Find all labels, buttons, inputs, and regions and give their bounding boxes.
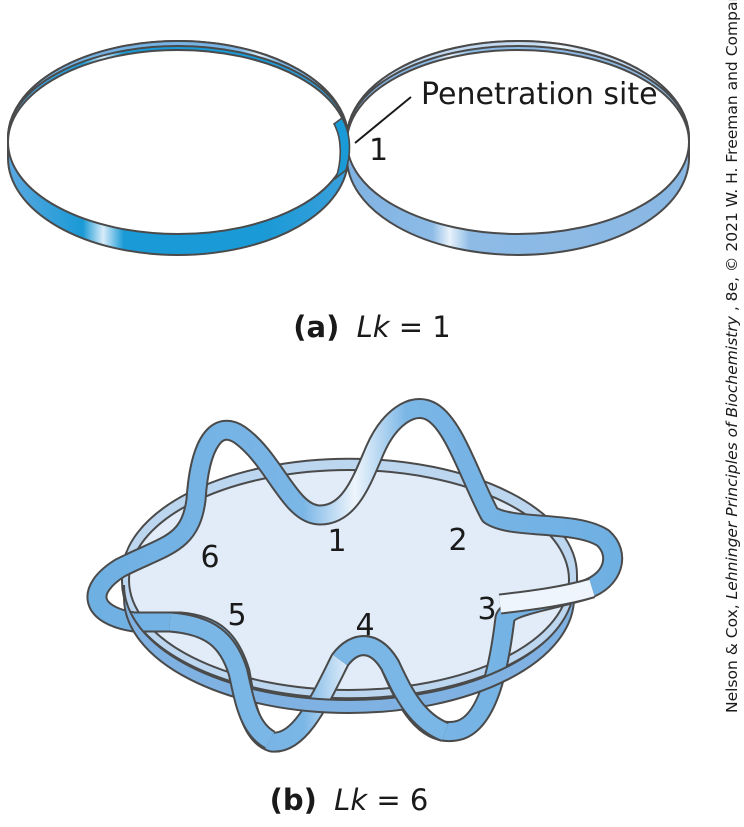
- penetration-leader-line: [354, 96, 412, 144]
- crossing-number-4: 4: [355, 608, 374, 643]
- panel-b: 1 2 3 4 5 6 (b) Lk = 6: [86, 398, 624, 817]
- caption-a-variable: Lk: [357, 310, 391, 344]
- credit-book-title: Lehninger Principles of Biochemistry: [723, 315, 741, 599]
- credit-edition: , 8e, © 2021 W. H. Freeman and Company: [723, 0, 741, 311]
- caption-b-value: = 6: [376, 783, 428, 817]
- caption-a: (a) Lk = 1: [293, 310, 450, 344]
- helix-front-crossing-left-fill: [169, 613, 275, 748]
- crossing-number-3: 3: [477, 592, 496, 627]
- caption-b-letter: (b): [270, 783, 317, 817]
- crossing-number-6: 6: [200, 540, 219, 575]
- crossing-number-2: 2: [448, 523, 467, 558]
- helix-front-crossing-mid-fill: [333, 637, 449, 740]
- helix-front-crossing-right-fill: [499, 579, 595, 613]
- crossing-number-a: 1: [369, 133, 388, 168]
- panel-a: Penetration site 1 (a) Lk = 1: [7, 40, 690, 344]
- crossing-number-5: 5: [227, 598, 246, 633]
- left-ring: [7, 40, 349, 256]
- caption-b-variable: Lk: [334, 783, 368, 817]
- penetration-site-label: Penetration site: [421, 77, 658, 112]
- helix-strand-fill: [88, 400, 622, 751]
- caption-a-letter: (a): [293, 310, 339, 344]
- circle-strand-face: [128, 469, 570, 691]
- penetration-overlap: [332, 116, 351, 181]
- caption-a-value: = 1: [399, 310, 451, 344]
- left-ring-opening: [7, 49, 349, 235]
- crossing-number-1: 1: [327, 524, 346, 559]
- caption-b: (b) Lk = 6: [270, 783, 429, 817]
- credit-authors: Nelson & Cox,: [723, 599, 741, 713]
- right-ring: [346, 40, 690, 256]
- credit-line: Nelson & Cox, Lehninger Principles of Bi…: [723, 0, 741, 713]
